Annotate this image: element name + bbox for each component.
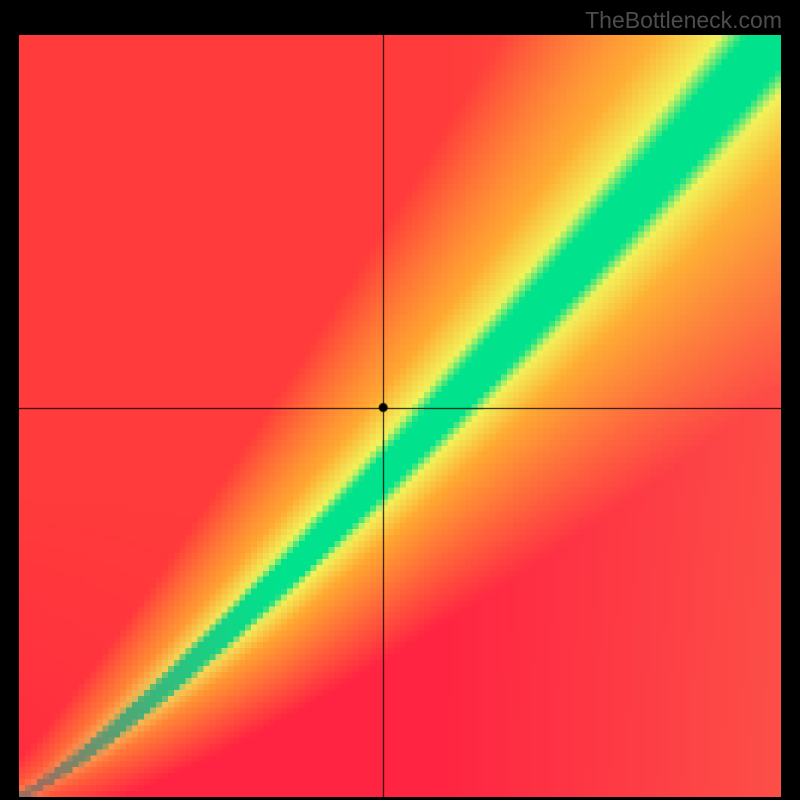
- attribution-text: TheBottleneck.com: [585, 7, 782, 34]
- crosshair-overlay: [19, 35, 781, 797]
